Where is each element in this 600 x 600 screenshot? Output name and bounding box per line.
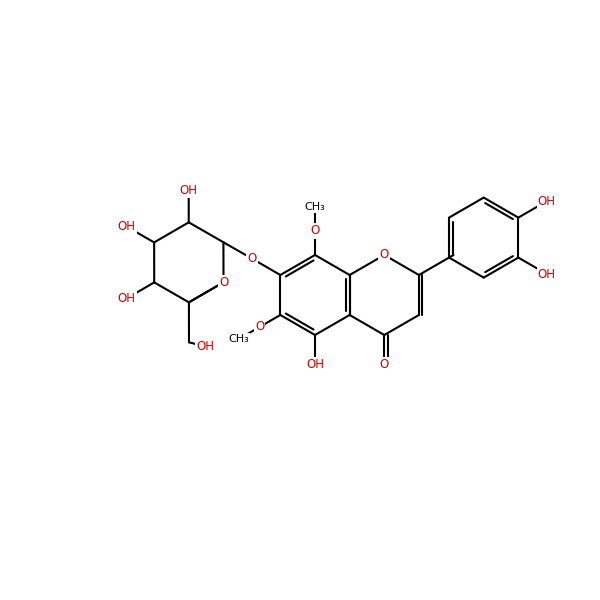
Text: OH: OH bbox=[538, 194, 556, 208]
Text: OH: OH bbox=[306, 358, 324, 371]
Text: O: O bbox=[219, 276, 228, 289]
Text: OH: OH bbox=[538, 268, 556, 280]
Text: O: O bbox=[255, 320, 264, 334]
Text: O: O bbox=[380, 248, 389, 262]
Text: CH₃: CH₃ bbox=[305, 202, 325, 212]
Text: OH: OH bbox=[196, 340, 214, 353]
Text: OH: OH bbox=[179, 184, 197, 197]
Text: O: O bbox=[247, 252, 257, 265]
Text: O: O bbox=[380, 358, 389, 371]
Text: CH₃: CH₃ bbox=[229, 334, 249, 344]
Text: OH: OH bbox=[118, 292, 136, 305]
Text: OH: OH bbox=[118, 220, 136, 233]
Text: O: O bbox=[310, 224, 320, 238]
